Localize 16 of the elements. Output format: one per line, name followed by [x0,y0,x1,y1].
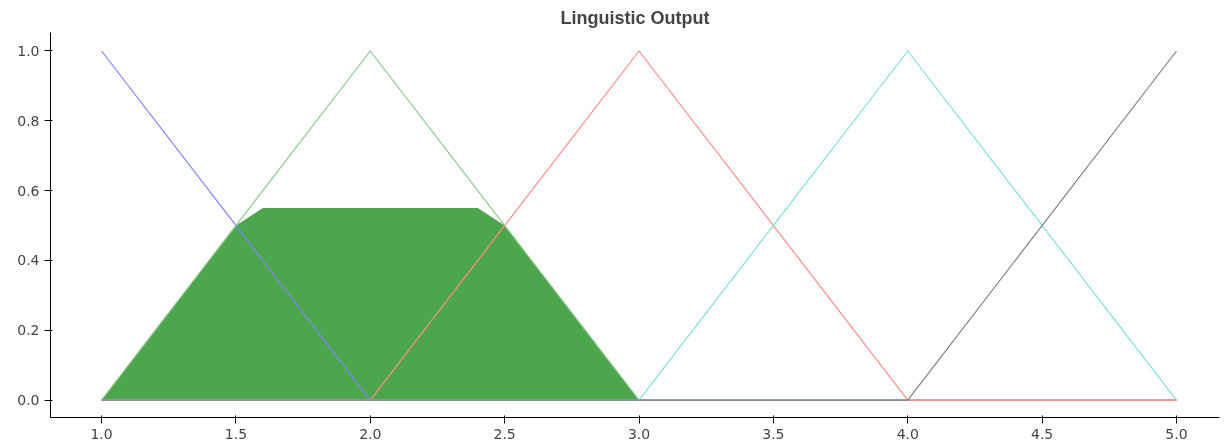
y-tick-label: 0.8 [17,112,40,129]
x-tick-label: 1.5 [224,425,248,441]
y-tick-label: 0.6 [17,182,40,199]
y-tick-label: 0.2 [17,322,40,339]
x-tick-label: 4.0 [896,425,919,441]
y-tick-label: 0.0 [17,392,40,409]
x-tick-label: 2.5 [493,425,516,441]
x-tick-label: 4.5 [1031,425,1054,441]
x-tick-label: 2.0 [359,425,382,441]
x-tick-label: 1.0 [90,425,113,441]
x-tick-label: 5.0 [1165,425,1188,441]
y-tick-label: 0.4 [17,252,40,269]
y-tick-label: 1.0 [17,43,40,59]
x-tick-label: 3.0 [627,425,651,441]
x-tick-label: 3.5 [762,425,785,441]
chart-title: Linguistic Output [560,7,710,28]
